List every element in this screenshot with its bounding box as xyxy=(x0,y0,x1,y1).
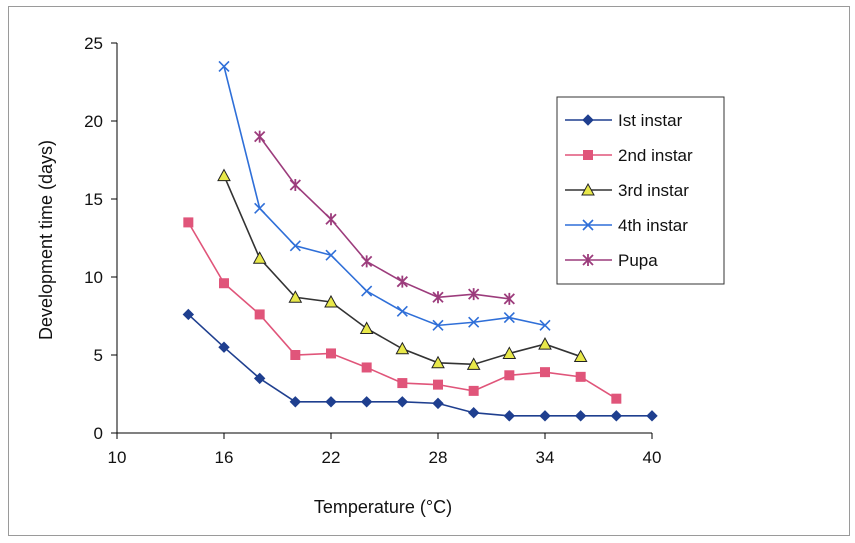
data-point xyxy=(504,370,515,381)
x-tick-label: 10 xyxy=(108,448,127,467)
data-point xyxy=(218,60,230,72)
data-point xyxy=(575,371,586,382)
legend-label: 3rd instar xyxy=(618,181,689,200)
data-point xyxy=(433,379,443,390)
legend-marker xyxy=(582,254,594,266)
data-point xyxy=(396,275,408,288)
data-point xyxy=(539,410,551,422)
series-pupa xyxy=(254,130,515,305)
data-point xyxy=(503,410,516,422)
y-tick-label: 15 xyxy=(84,190,103,209)
data-point xyxy=(218,341,230,353)
y-tick-label: 0 xyxy=(94,424,103,443)
series-line xyxy=(223,175,581,366)
data-point xyxy=(219,278,229,289)
data-point xyxy=(468,316,480,328)
legend-marker xyxy=(582,114,594,126)
data-point xyxy=(646,410,658,422)
data-point xyxy=(468,385,479,396)
x-tick-label: 16 xyxy=(215,448,234,467)
data-point xyxy=(361,362,372,373)
legend-marker xyxy=(581,182,595,196)
series-line xyxy=(259,136,510,300)
legend-marker xyxy=(583,150,593,160)
legend-entry: Ist instar xyxy=(565,111,683,130)
data-point xyxy=(538,337,552,350)
data-point xyxy=(252,251,267,264)
data-point xyxy=(574,410,587,422)
data-point xyxy=(290,350,301,360)
data-point xyxy=(254,130,266,143)
series-line xyxy=(187,313,652,417)
data-point xyxy=(253,372,266,385)
y-tick-label: 5 xyxy=(94,346,103,365)
series-4th-instar xyxy=(218,60,551,331)
legend-label: Ist instar xyxy=(618,111,683,130)
legend-marker xyxy=(582,219,594,231)
data-point xyxy=(360,396,373,408)
legend-entry: 2nd instar xyxy=(565,146,693,165)
x-tick-label: 22 xyxy=(322,448,341,467)
legend-label: 2nd instar xyxy=(618,146,693,165)
data-point xyxy=(540,367,550,378)
data-point xyxy=(289,240,301,252)
series-2nd-instar xyxy=(183,217,622,404)
data-point xyxy=(611,393,622,404)
data-point xyxy=(397,378,408,389)
data-point xyxy=(324,294,338,308)
data-point xyxy=(289,396,302,408)
x-tick-label: 34 xyxy=(536,448,555,467)
x-axis-title: Temperature (°C) xyxy=(314,497,452,517)
data-point xyxy=(432,319,444,331)
data-point xyxy=(396,396,409,408)
data-point xyxy=(217,168,231,182)
data-point xyxy=(325,213,337,226)
y-tick-label: 10 xyxy=(84,268,103,287)
data-point xyxy=(503,311,515,324)
data-point xyxy=(466,357,481,370)
x-tick-label: 40 xyxy=(643,448,662,467)
data-point xyxy=(359,321,374,334)
data-point xyxy=(610,410,623,422)
series-ist-instar xyxy=(182,308,658,422)
y-tick-label: 20 xyxy=(84,112,103,131)
axes: 0 5 10 15 20 25 10 16 22 28 34 40 xyxy=(84,34,661,467)
data-point xyxy=(468,288,480,301)
legend-label: Pupa xyxy=(618,251,658,270)
legend-entry: Pupa xyxy=(565,251,658,270)
y-tick-label: 25 xyxy=(84,34,103,53)
data-point xyxy=(503,292,515,305)
data-point xyxy=(254,309,265,320)
data-point xyxy=(539,319,551,331)
data-point xyxy=(182,308,195,321)
data-point xyxy=(325,396,337,408)
data-point xyxy=(361,285,373,297)
data-point xyxy=(467,407,480,419)
data-point xyxy=(573,349,588,363)
data-point xyxy=(183,217,194,228)
legend-entry: 3rd instar xyxy=(565,181,689,200)
data-point xyxy=(254,202,266,214)
data-point xyxy=(395,341,410,355)
legend: Ist instar 2nd instar 3rd instar 4th instar… xyxy=(556,96,725,285)
x-tick-label: 28 xyxy=(429,448,448,467)
series-3rd-instar xyxy=(217,168,588,370)
data-point xyxy=(396,305,408,317)
data-point xyxy=(289,178,301,191)
data-point xyxy=(326,348,336,359)
data-point xyxy=(432,397,444,410)
y-axis-title: Development time (days) xyxy=(36,140,56,340)
legend-label: 4th instar xyxy=(618,216,688,235)
legend-entry: 4th instar xyxy=(565,216,688,235)
data-point xyxy=(325,249,337,261)
series-line xyxy=(223,66,546,327)
data-point xyxy=(502,346,517,359)
data-point xyxy=(361,255,373,268)
data-point xyxy=(431,355,445,369)
plot-area xyxy=(182,60,658,422)
data-point xyxy=(288,290,303,303)
data-point xyxy=(432,291,444,304)
